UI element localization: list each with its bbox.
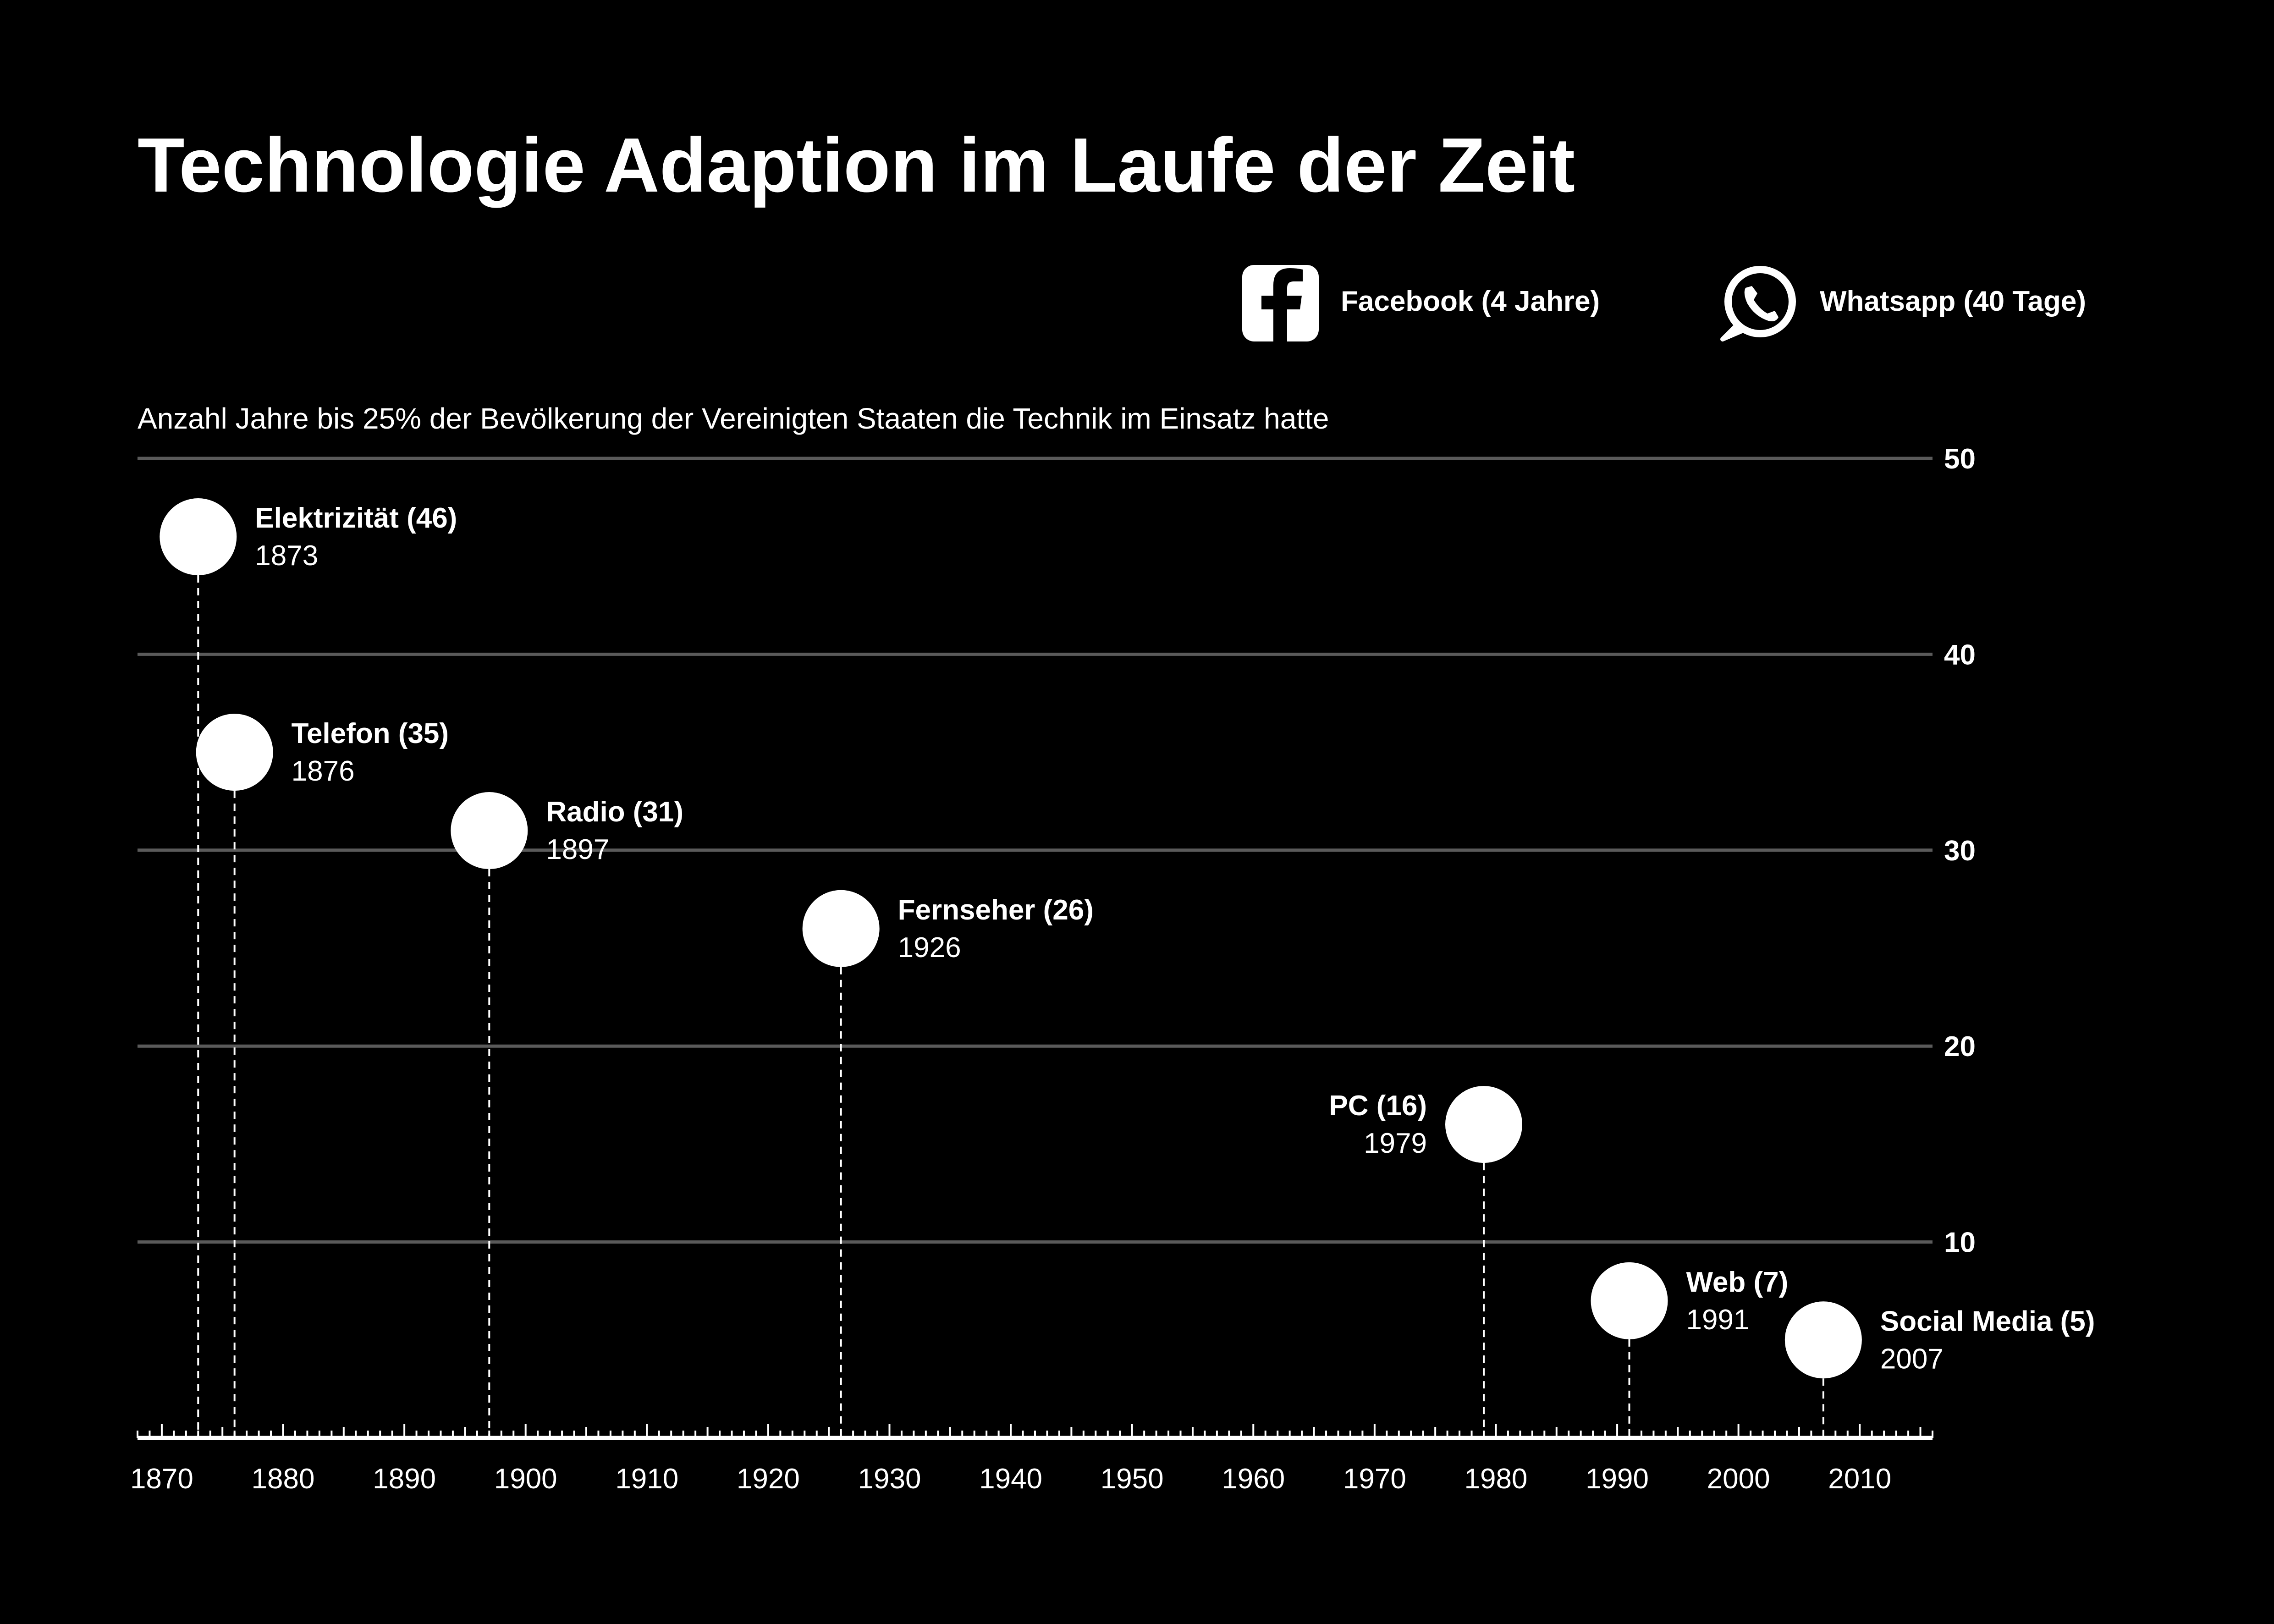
x-tick-label: 1940	[979, 1463, 1042, 1495]
data-point	[1591, 1262, 1668, 1339]
data-points: Elektrizität (46) 1873 Telefon (35) 1876 Rad…	[160, 498, 2095, 1438]
point-name-label: Elektrizität (46)	[255, 502, 457, 534]
point-name-label: Radio (31)	[546, 796, 683, 828]
x-axis: 1870 1880 1890 1900 1910 1920 1930 1940 1950 1960…	[130, 1424, 1933, 1495]
data-point	[1784, 1301, 1862, 1379]
grid: 10 20 30 40 50	[138, 443, 1976, 1259]
point-year-label: 1991	[1686, 1304, 1750, 1336]
x-tick-label: 1970	[1343, 1463, 1406, 1495]
data-point	[802, 890, 880, 967]
y-tick-label: 20	[1944, 1031, 1976, 1062]
point-name-label: PC (16)	[1329, 1090, 1427, 1122]
x-tick-label: 1960	[1222, 1463, 1285, 1495]
data-point	[1445, 1086, 1522, 1163]
x-tick-label: 1880	[252, 1463, 315, 1495]
x-tick-label: 1910	[615, 1463, 678, 1495]
chart-title: Technologie Adaption im Laufe der Zeit	[138, 122, 1575, 208]
point-name-label: Web (7)	[1686, 1266, 1789, 1298]
x-tick-label: 1980	[1464, 1463, 1527, 1495]
point-name-label: Fernseher (26)	[898, 894, 1094, 926]
point-year-label: 1873	[255, 540, 318, 572]
x-tick-label: 1890	[373, 1463, 436, 1495]
x-tick-label: 2010	[1828, 1463, 1891, 1495]
x-tick-label: 1990	[1586, 1463, 1649, 1495]
x-tick-label: 1930	[858, 1463, 921, 1495]
x-tick-label: 1950	[1101, 1463, 1164, 1495]
x-tick-label: 2000	[1707, 1463, 1770, 1495]
x-tick-label: 1900	[494, 1463, 557, 1495]
legend-facebook-label: Facebook (4 Jahre)	[1341, 286, 1600, 317]
y-tick-label: 40	[1944, 639, 1976, 671]
point-year-label: 1897	[546, 834, 609, 865]
point-name-label: Social Media (5)	[1880, 1305, 2095, 1337]
data-point	[160, 498, 237, 575]
facebook-icon	[1242, 265, 1319, 341]
point-year-label: 1876	[292, 755, 355, 787]
whatsapp-icon	[1720, 266, 1796, 341]
y-tick-label: 30	[1944, 835, 1976, 867]
point-year-label: 1979	[1364, 1128, 1427, 1159]
data-point	[196, 714, 273, 791]
y-tick-label: 50	[1944, 443, 1976, 475]
y-tick-label: 10	[1944, 1227, 1976, 1259]
data-point	[451, 792, 528, 870]
x-tick-label: 1920	[737, 1463, 800, 1495]
point-name-label: Telefon (35)	[292, 718, 449, 749]
point-year-label: 2007	[1880, 1343, 1944, 1375]
chart-subtitle: Anzahl Jahre bis 25% der Bevölkerung der…	[138, 402, 1329, 435]
legend-whatsapp-label: Whatsapp (40 Tage)	[1820, 286, 2086, 317]
x-tick-label: 1870	[130, 1463, 193, 1495]
legend: Facebook (4 Jahre) Whatsapp (40 Tage)	[1242, 265, 2086, 341]
point-year-label: 1926	[898, 932, 961, 963]
